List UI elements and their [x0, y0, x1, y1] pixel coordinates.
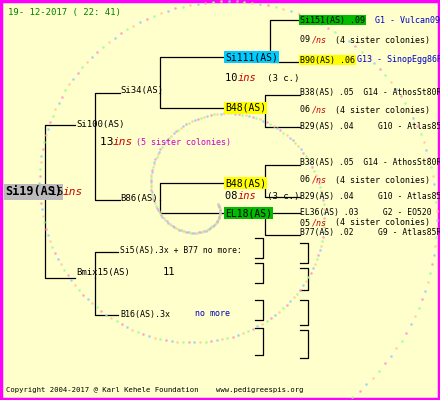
Text: B48(AS): B48(AS): [225, 178, 266, 188]
Text: (4 sister colonies): (4 sister colonies): [325, 106, 430, 114]
Text: ins: ins: [113, 137, 133, 147]
Text: Si111(AS): Si111(AS): [225, 52, 278, 62]
Text: Si100(AS): Si100(AS): [76, 120, 125, 128]
Text: Si19(AS): Si19(AS): [5, 186, 62, 198]
Text: ins: ins: [238, 73, 257, 83]
Text: B29(AS) .04     G10 - Atlas85R: B29(AS) .04 G10 - Atlas85R: [300, 122, 440, 132]
Text: 19- 12-2017 ( 22: 41): 19- 12-2017 ( 22: 41): [8, 8, 121, 16]
Text: (3 c.): (3 c.): [251, 74, 299, 82]
Text: B16(AS).3x: B16(AS).3x: [120, 310, 170, 318]
Text: 05: 05: [300, 218, 315, 228]
Text: (5 sister colonies): (5 sister colonies): [126, 138, 231, 146]
Text: EL36(AS) .03     G2 - EO520: EL36(AS) .03 G2 - EO520: [300, 208, 432, 218]
Text: Si5(AS).3x + B77 no more:: Si5(AS).3x + B77 no more:: [120, 246, 242, 254]
Text: B90(AS) .06: B90(AS) .06: [300, 56, 355, 64]
Text: Copyright 2004-2017 @ Karl Kehele Foundation    www.pedigreespis.org: Copyright 2004-2017 @ Karl Kehele Founda…: [6, 387, 304, 393]
Text: 08: 08: [225, 191, 244, 201]
Text: (3 c.): (3 c.): [251, 192, 299, 200]
Text: G13 - SinopEgg86R: G13 - SinopEgg86R: [357, 56, 440, 64]
Text: (4 sister colonies): (4 sister colonies): [325, 36, 430, 44]
Text: 06: 06: [300, 176, 315, 184]
Text: 09: 09: [300, 36, 315, 44]
Text: ins: ins: [238, 191, 257, 201]
Text: Si151(AS) .09: Si151(AS) .09: [300, 16, 365, 24]
Text: EL18(AS): EL18(AS): [225, 208, 272, 218]
Text: no more: no more: [195, 310, 230, 318]
Text: Si34(AS): Si34(AS): [120, 86, 163, 94]
Text: G1 - Vulcan09Q: G1 - Vulcan09Q: [370, 16, 440, 24]
Text: (4 sister colonies): (4 sister colonies): [325, 176, 430, 184]
Text: B86(AS): B86(AS): [120, 194, 158, 202]
Text: ins: ins: [63, 187, 83, 197]
Text: 06: 06: [300, 106, 315, 114]
Text: 13: 13: [100, 137, 120, 147]
Text: /ns: /ns: [312, 36, 327, 44]
Text: /ns: /ns: [312, 176, 327, 184]
Text: /ns: /ns: [312, 106, 327, 114]
Text: B29(AS) .04     G10 - Atlas85R: B29(AS) .04 G10 - Atlas85R: [300, 192, 440, 202]
Text: /ns: /ns: [312, 218, 327, 228]
Text: 10: 10: [225, 73, 244, 83]
Text: B38(AS) .05  G14 - AthosSt80R: B38(AS) .05 G14 - AthosSt80R: [300, 158, 440, 168]
Text: Bmix15(AS): Bmix15(AS): [76, 268, 130, 276]
Text: B48(AS): B48(AS): [225, 103, 266, 113]
Text: 11: 11: [163, 267, 176, 277]
Text: 15: 15: [50, 187, 70, 197]
Text: B38(AS) .05  G14 - AthosSt80R: B38(AS) .05 G14 - AthosSt80R: [300, 88, 440, 98]
Text: (4 sister colonies): (4 sister colonies): [325, 218, 430, 228]
Text: B77(AS) .02     G9 - Atlas85R: B77(AS) .02 G9 - Atlas85R: [300, 228, 440, 238]
